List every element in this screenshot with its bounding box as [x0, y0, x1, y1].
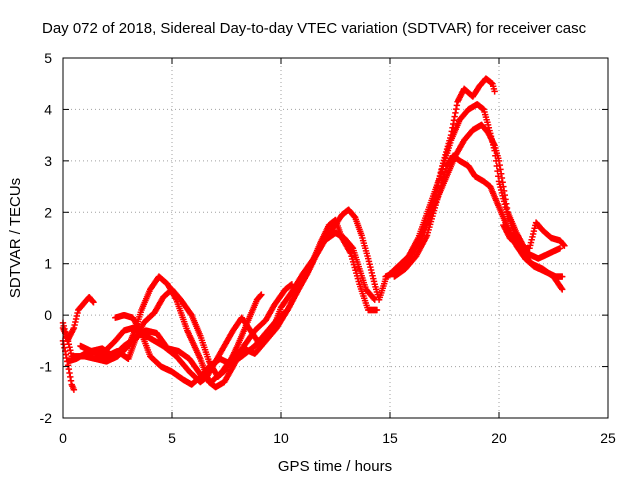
- data-point-marker: [258, 291, 265, 298]
- y-tick-label: 0: [44, 307, 52, 323]
- x-tick-label: 20: [491, 430, 507, 446]
- x-tick-label: 5: [168, 430, 176, 446]
- y-tick-label: -1: [40, 359, 53, 375]
- data-points: [59, 75, 568, 393]
- data-point-marker: [90, 299, 97, 306]
- y-tick-label: 1: [44, 256, 52, 272]
- x-tick-label: 25: [600, 430, 616, 446]
- data-point-marker: [373, 306, 381, 314]
- grid: [63, 58, 608, 418]
- data-point-marker: [491, 88, 498, 95]
- data-point-marker: [370, 295, 378, 302]
- data-point-marker: [558, 285, 565, 292]
- data-point-marker: [559, 273, 566, 280]
- x-tick-label: 15: [382, 430, 398, 446]
- y-tick-label: -2: [40, 410, 53, 426]
- y-tick-label: 4: [44, 101, 52, 117]
- y-axis-label: SDTVAR / TECUs: [7, 178, 24, 298]
- x-tick-label: 10: [273, 430, 289, 446]
- data-point-marker: [559, 286, 566, 293]
- y-tick-label: 2: [44, 204, 52, 220]
- data-point-marker: [556, 245, 564, 252]
- y-tick-label: 3: [44, 153, 52, 169]
- data-point-marker: [561, 242, 568, 249]
- x-axis-label: GPS time / hours: [278, 458, 392, 475]
- series-track-7: [77, 216, 381, 386]
- axis-ticks: 0 5 10 15 20 25 -2 -1 0 1 2 3 4 5: [40, 50, 616, 446]
- series-track-11: [393, 101, 566, 293]
- y-tick-label: 5: [44, 50, 52, 66]
- series-track-12: [500, 219, 568, 252]
- chart-title: Day 072 of 2018, Sidereal Day-to-day VTE…: [42, 20, 587, 37]
- data-point-marker: [70, 386, 78, 393]
- plot-frame: [62, 57, 609, 419]
- x-tick-label: 0: [59, 430, 67, 446]
- series-track-6: [112, 206, 389, 388]
